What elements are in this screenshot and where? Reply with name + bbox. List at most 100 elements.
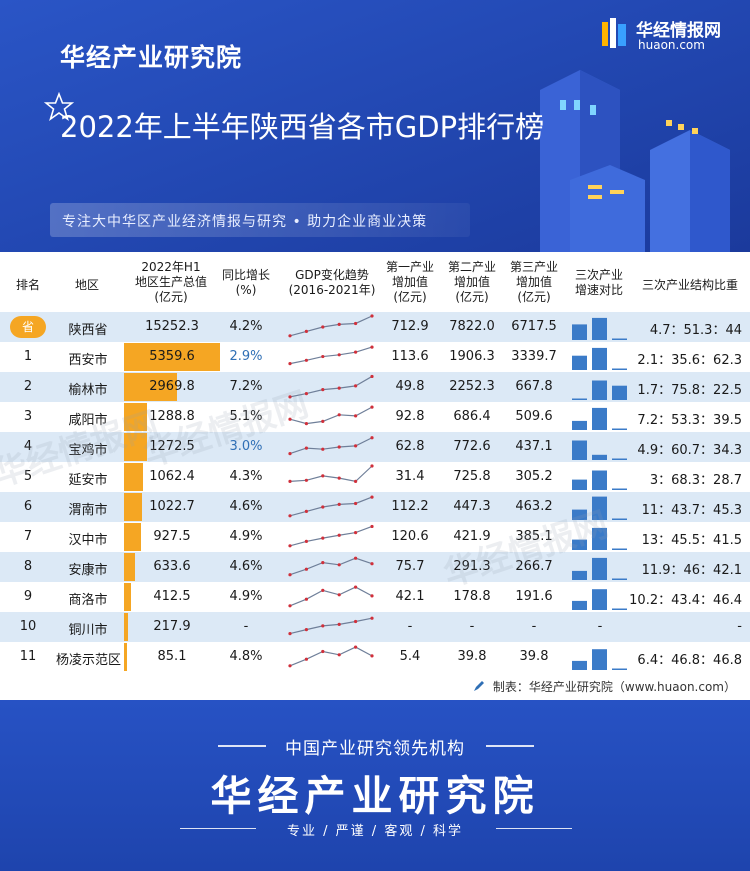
trend-point <box>354 384 358 388</box>
trend-point <box>354 556 358 560</box>
speed-bar <box>572 600 587 610</box>
structure-cell: 2.1：35.6：62.3 <box>637 353 742 368</box>
speed-bar <box>592 557 607 580</box>
trend-point <box>354 479 358 483</box>
rank-cell: 4 <box>23 439 33 454</box>
trend-point <box>354 501 358 506</box>
speed-bar <box>592 527 607 550</box>
brand-title: 华经产业研究院 <box>60 43 243 72</box>
city-buildings-illustration <box>540 70 730 252</box>
gdp-bar <box>124 373 178 401</box>
trend-point <box>337 322 341 326</box>
header-secondary-line3: (亿元) <box>455 290 489 304</box>
trend-point <box>288 479 292 483</box>
gdp-cell: 15252.3 <box>145 319 199 334</box>
gdp-bar <box>124 553 136 581</box>
pen-icon <box>474 681 485 691</box>
header-tertiary-line2: 增加值 <box>515 275 552 289</box>
credit-line: 制表：华经产业研究院（www.huaon.com） <box>473 678 736 695</box>
trend-point <box>321 505 325 509</box>
speed-bar <box>612 608 627 610</box>
gdp-cell: 1062.4 <box>149 469 195 484</box>
speed-bar <box>612 488 627 490</box>
speed-bars <box>572 317 627 340</box>
region-cell: 渭南市 <box>68 503 108 518</box>
growth-cell: 4.9% <box>229 529 263 544</box>
table-row: 9 商洛市 412.5 4.9% 42.1 178.8 191.6 10.2：43.4：46.… <box>0 582 750 612</box>
trend-point <box>321 474 325 478</box>
table-row: 2 榆林市 2969.8 7.2% 49.8 2252.3 667.8 1.7：75.8：22… <box>0 372 750 402</box>
speed-bar <box>592 347 607 370</box>
header-tertiary: 第三产业 增加值 (亿元) <box>504 260 564 305</box>
structure-cell: 4.7：51.3：44 <box>649 323 742 338</box>
primary-cell: 92.8 <box>395 409 425 424</box>
trend-point <box>370 464 374 468</box>
speed-bar <box>572 355 587 370</box>
trend-point <box>304 567 308 571</box>
tertiary-cell: 463.2 <box>515 499 553 514</box>
structure-cell: 4.9：60.7：34.3 <box>637 443 742 458</box>
header-speed-line1: 三次产业 <box>574 268 623 282</box>
star-icon <box>44 92 74 121</box>
logo-name: 华经情报网 <box>636 21 721 41</box>
speed-bar <box>592 454 607 460</box>
trend-point <box>321 536 325 540</box>
speed-bar <box>572 660 587 670</box>
growth-cell: 4.6% <box>229 559 263 574</box>
header-primary-line3: (亿元) <box>393 290 427 304</box>
primary-cell: 62.8 <box>395 439 425 454</box>
region-cell: 咸阳市 <box>68 413 108 428</box>
rank-cell: 1 <box>23 349 33 364</box>
table-row: 3 咸阳市 1288.8 5.1% 92.8 686.4 509.6 7.2：53.3：39.… <box>0 402 750 432</box>
gdp-bar <box>124 493 143 521</box>
header-gdp-line2: 地区生产总值 <box>134 275 207 289</box>
trend-point <box>304 478 308 482</box>
huaon-logo[interactable]: 华经情报网 huaon.com <box>600 14 740 54</box>
rank-cell: 10 <box>19 619 37 634</box>
trend-point <box>321 325 325 329</box>
gdp-bar <box>124 463 144 491</box>
trend-point <box>370 405 374 409</box>
structure-cell: 13：45.5：41.5 <box>641 533 742 548</box>
rank-cell: 8 <box>23 559 33 574</box>
structure-cell: 11：43.7：45.3 <box>641 503 742 518</box>
speed-bar <box>572 420 587 430</box>
tertiary-cell: 3339.7 <box>511 349 557 364</box>
primary-cell: 120.6 <box>391 529 429 544</box>
header-trend-line2: (2016-2021年) <box>288 283 376 297</box>
trend-point <box>321 649 325 654</box>
logo-url: huaon.com <box>638 38 705 52</box>
trend-point <box>304 539 308 543</box>
trend-point <box>321 354 325 359</box>
trend-point <box>337 413 341 417</box>
speed-bar <box>612 368 627 370</box>
secondary-cell: 686.4 <box>453 409 491 424</box>
trend-point <box>337 593 341 597</box>
header-gdp: 2022年H1 地区生产总值 (亿元) <box>126 260 216 305</box>
secondary-cell: 447.3 <box>453 499 491 514</box>
header-tertiary-line1: 第三产业 <box>509 260 558 274</box>
header-primary-line2: 增加值 <box>391 275 428 289</box>
primary-cell: 49.8 <box>395 379 425 394</box>
trend-line <box>289 465 373 483</box>
growth-cell: 5.1% <box>229 409 263 424</box>
speed-bar <box>612 578 627 580</box>
trend-point <box>304 329 308 333</box>
trend-line <box>289 315 373 337</box>
trend-point <box>288 514 292 518</box>
structure-cell: 7.2：53.3：39.5 <box>637 413 742 428</box>
tertiary-cell: 266.7 <box>515 559 553 574</box>
trend-point <box>304 446 308 450</box>
speed-bar <box>592 407 607 430</box>
trend-point <box>354 321 358 326</box>
tertiary-cell: 191.6 <box>515 589 553 604</box>
trend-line <box>289 617 373 635</box>
speed-bars <box>572 589 627 610</box>
trend-line <box>289 406 373 425</box>
trend-point <box>304 597 308 601</box>
trend-point <box>354 350 358 354</box>
structure-cell: 6.4：46.8：46.8 <box>637 653 742 668</box>
trend-point <box>337 502 341 506</box>
region-cell: 杨凌示范区 <box>56 653 122 668</box>
